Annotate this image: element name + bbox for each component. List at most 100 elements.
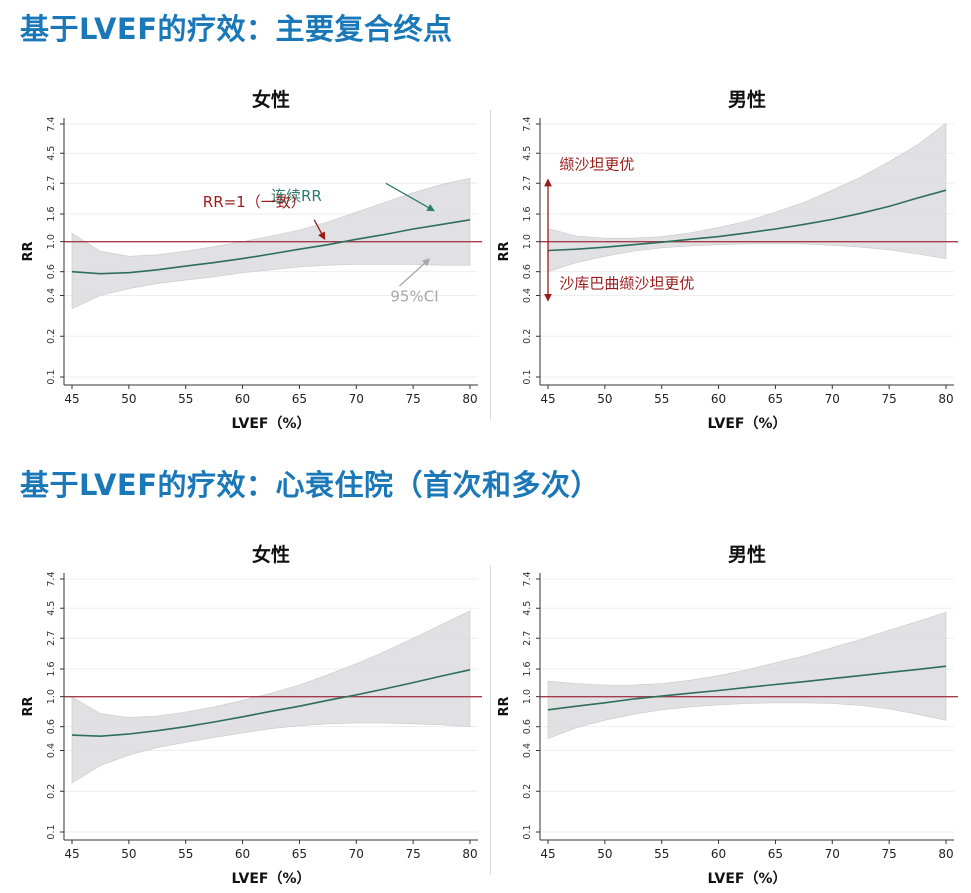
x-tick-label: 65 [292,392,307,406]
x-tick-label: 75 [406,847,421,861]
rr-curve [547,189,947,252]
y-tick-label: 0.4 [522,743,533,758]
chart-title: 男性 [728,543,766,566]
x-tick-label: 60 [711,847,726,861]
ci-band [547,122,947,273]
y-tick-label: 0.1 [46,369,57,384]
y-tick-label: 1.6 [522,661,533,676]
y-tick-label: 0.1 [46,824,57,839]
annotation-label: RR=1（一致） [203,193,306,211]
x-tick-label: 75 [882,847,897,861]
x-tick-label: 55 [654,847,669,861]
x-tick-label: 70 [349,392,364,406]
x-tick-label: 60 [235,392,250,406]
x-tick-label: 65 [768,847,783,861]
x-tick-label: 45 [540,847,555,861]
x-tick-label: 55 [178,847,193,861]
rr-curve [547,665,947,711]
y-tick-label: 1.0 [522,234,533,249]
y-tick-label: 4.5 [46,146,57,161]
annotation-label: 沙库巴曲缬沙坦更优 [559,275,694,293]
chart-panel-hf-men: 男性 0.1 0.2 0.4 0.6 1.0 1.6 2.7 4.5 7.4 45 50 55 60 65 7… [484,535,962,885]
chart-title: 女性 [252,88,290,111]
x-tick-label: 80 [938,392,953,406]
chart-title: 女性 [252,543,290,566]
y-axis-label: RR [497,696,512,716]
y-tick-label: 0.1 [522,369,533,384]
x-tick-label: 50 [597,392,612,406]
y-tick-label: 7.4 [522,571,533,586]
y-tick-label: 4.5 [522,601,533,616]
x-tick-label: 70 [825,392,840,406]
chart-svg: 女性 0.1 0.2 0.4 0.6 1.0 1.6 2.7 4.5 7.4 45 50 55 60 65 7… [21,88,482,430]
y-tick-label: 4.5 [522,146,533,161]
panel-divider-top [490,110,491,420]
section-title-hf-hospitalization: 基于LVEF的疗效：心衰住院（首次和多次） [20,468,601,502]
y-tick-label: 1.6 [46,661,57,676]
y-axis-label: RR [497,241,512,261]
x-tick-label: 80 [462,847,477,861]
y-tick-label: 0.4 [46,743,57,758]
y-axis-label: RR [21,241,36,261]
y-tick-label: 0.6 [46,264,57,279]
y-axis-label: RR [21,696,36,716]
y-tick-label: 7.4 [46,571,57,586]
x-tick-label: 45 [64,392,79,406]
y-tick-label: 0.2 [522,784,533,799]
y-tick-label: 4.5 [46,601,57,616]
rr-curve [71,669,471,738]
annotation-label: 缬沙坦更优 [559,156,634,174]
x-axis-label: LVEF（%） [232,416,311,430]
x-axis-label: LVEF（%） [708,871,787,885]
y-tick-label: 2.7 [522,176,533,191]
x-tick-label: 75 [406,392,421,406]
x-tick-label: 50 [121,847,136,861]
y-tick-label: 0.2 [46,784,57,799]
y-tick-label: 1.6 [46,206,57,221]
x-tick-label: 70 [825,847,840,861]
panel-divider-bottom [490,565,491,875]
x-tick-label: 50 [597,847,612,861]
y-tick-label: 0.4 [46,288,57,303]
y-tick-label: 1.0 [46,689,57,704]
y-tick-label: 0.1 [522,824,533,839]
x-tick-label: 45 [540,392,555,406]
annotation-label: 连续RR [271,187,322,205]
x-tick-label: 45 [64,847,79,861]
annotation-arrow [385,182,435,212]
y-tick-label: 7.4 [522,116,533,131]
y-tick-label: 2.7 [46,631,57,646]
chart-svg: 男性 0.1 0.2 0.4 0.6 1.0 1.6 2.7 4.5 7.4 45 50 55 60 65 7… [497,543,958,885]
section-title-primary-endpoint: 基于LVEF的疗效：主要复合终点 [20,12,453,46]
x-tick-label: 55 [654,392,669,406]
x-axis-label: LVEF（%） [232,871,311,885]
annotation-arrow [399,258,431,287]
annotation-label: 95%CI [390,288,438,306]
y-tick-label: 1.6 [522,206,533,221]
y-tick-label: 1.0 [522,689,533,704]
x-axis-label: LVEF（%） [708,416,787,430]
y-tick-label: 0.6 [522,719,533,734]
y-tick-label: 0.2 [46,329,57,344]
y-tick-label: 7.4 [46,116,57,131]
x-tick-label: 65 [768,392,783,406]
annotation-arrow [313,219,326,241]
ci-band [71,177,471,310]
x-tick-label: 80 [462,392,477,406]
x-tick-label: 55 [178,392,193,406]
x-tick-label: 60 [235,847,250,861]
rr-curve [71,219,471,275]
chart-svg: 女性 0.1 0.2 0.4 0.6 1.0 1.6 2.7 4.5 7.4 45 50 55 60 65 7… [21,543,482,885]
chart-svg: 男性 0.1 0.2 0.4 0.6 1.0 1.6 2.7 4.5 7.4 45 50 55 60 65 7… [497,88,958,430]
x-tick-label: 50 [121,392,136,406]
y-tick-label: 2.7 [522,631,533,646]
ci-band [547,611,947,740]
x-tick-label: 75 [882,392,897,406]
y-tick-label: 0.4 [522,288,533,303]
x-tick-label: 65 [292,847,307,861]
y-tick-label: 1.0 [46,234,57,249]
x-tick-label: 60 [711,392,726,406]
y-tick-label: 0.6 [522,264,533,279]
chart-panel-primary-women: 女性 0.1 0.2 0.4 0.6 1.0 1.6 2.7 4.5 7.4 45 50 55 60 65 7… [8,80,486,430]
chart-panel-hf-women: 女性 0.1 0.2 0.4 0.6 1.0 1.6 2.7 4.5 7.4 45 50 55 60 65 7… [8,535,486,885]
